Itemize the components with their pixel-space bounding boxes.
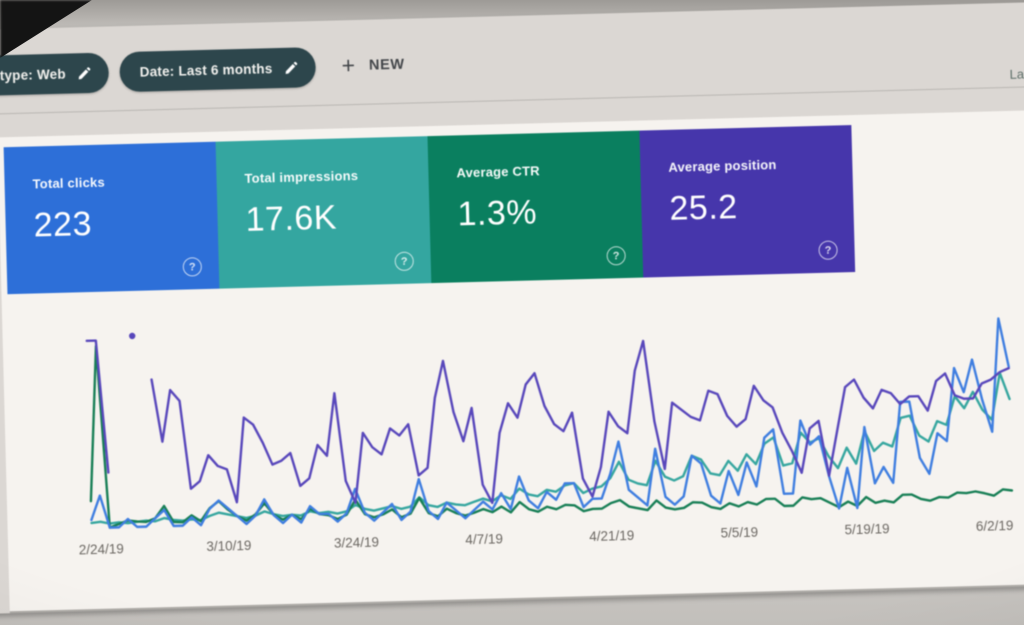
filter-chip-date[interactable]: Date: Last 6 months bbox=[119, 47, 316, 93]
last-updated-partial-text: La bbox=[1009, 66, 1024, 82]
edit-pencil-icon[interactable] bbox=[284, 61, 298, 74]
metric-card-average-ctr[interactable]: Average CTR 1.3% ? bbox=[427, 130, 644, 284]
help-icon[interactable]: ? bbox=[182, 257, 203, 277]
metric-card-average-position[interactable]: Average position 25.2 ? bbox=[639, 125, 856, 278]
metric-card-label: Total clicks bbox=[32, 174, 106, 192]
filter-chip-search-type-label: type: Web bbox=[0, 66, 66, 83]
filter-toolbar: type: Web Date: Last 6 months + NEW La bbox=[0, 2, 1024, 115]
metric-card-value: 25.2 bbox=[668, 188, 739, 228]
help-icon[interactable]: ? bbox=[394, 251, 414, 272]
x-axis-tick-label: 5/5/19 bbox=[720, 525, 758, 541]
metric-card-label: Average CTR bbox=[456, 163, 540, 181]
x-axis-tick-label: 4/7/19 bbox=[465, 531, 503, 547]
x-axis-tick-label: 5/19/19 bbox=[844, 521, 889, 537]
metric-card-label: Total impressions bbox=[244, 167, 359, 186]
x-axis-tick-label: 4/21/19 bbox=[589, 528, 634, 544]
performance-panel: Total clicks 223 ? Total impressions 17.… bbox=[0, 109, 1024, 614]
x-axis-tick-label: 3/10/19 bbox=[206, 538, 251, 554]
x-axis-tick-label: 2/24/19 bbox=[79, 541, 124, 557]
new-filter-button[interactable]: + NEW bbox=[341, 52, 405, 79]
filter-chip-search-type[interactable]: type: Web bbox=[0, 52, 110, 97]
x-axis-tick-label: 6/2/19 bbox=[976, 518, 1014, 534]
filter-chip-date-label: Date: Last 6 months bbox=[139, 60, 273, 80]
metric-card-total-clicks[interactable]: Total clicks 223 ? bbox=[3, 141, 220, 295]
performance-chart[interactable]: 2/24/19 3/10/19 3/24/19 4/7/19 4/21/19 5/5/19… bbox=[2, 285, 1024, 580]
metric-card-value: 17.6K bbox=[245, 198, 338, 239]
chart-area: 2/24/19 3/10/19 3/24/19 4/7/19 4/21/19 5/5/19… bbox=[2, 285, 1024, 581]
x-axis-tick-label: 3/24/19 bbox=[334, 535, 379, 551]
help-icon[interactable]: ? bbox=[606, 246, 626, 266]
metric-card-value: 223 bbox=[33, 204, 93, 245]
new-filter-button-label: NEW bbox=[368, 56, 405, 74]
metric-card-total-impressions[interactable]: Total impressions 17.6K ? bbox=[215, 136, 432, 289]
metric-card-value: 1.3% bbox=[457, 193, 538, 234]
metric-cards-row: Total clicks 223 ? Total impressions 17.… bbox=[3, 125, 856, 295]
edit-pencil-icon[interactable] bbox=[78, 66, 91, 79]
metric-card-label: Average position bbox=[668, 157, 777, 175]
plus-icon: + bbox=[341, 52, 356, 79]
help-icon[interactable]: ? bbox=[818, 240, 838, 260]
